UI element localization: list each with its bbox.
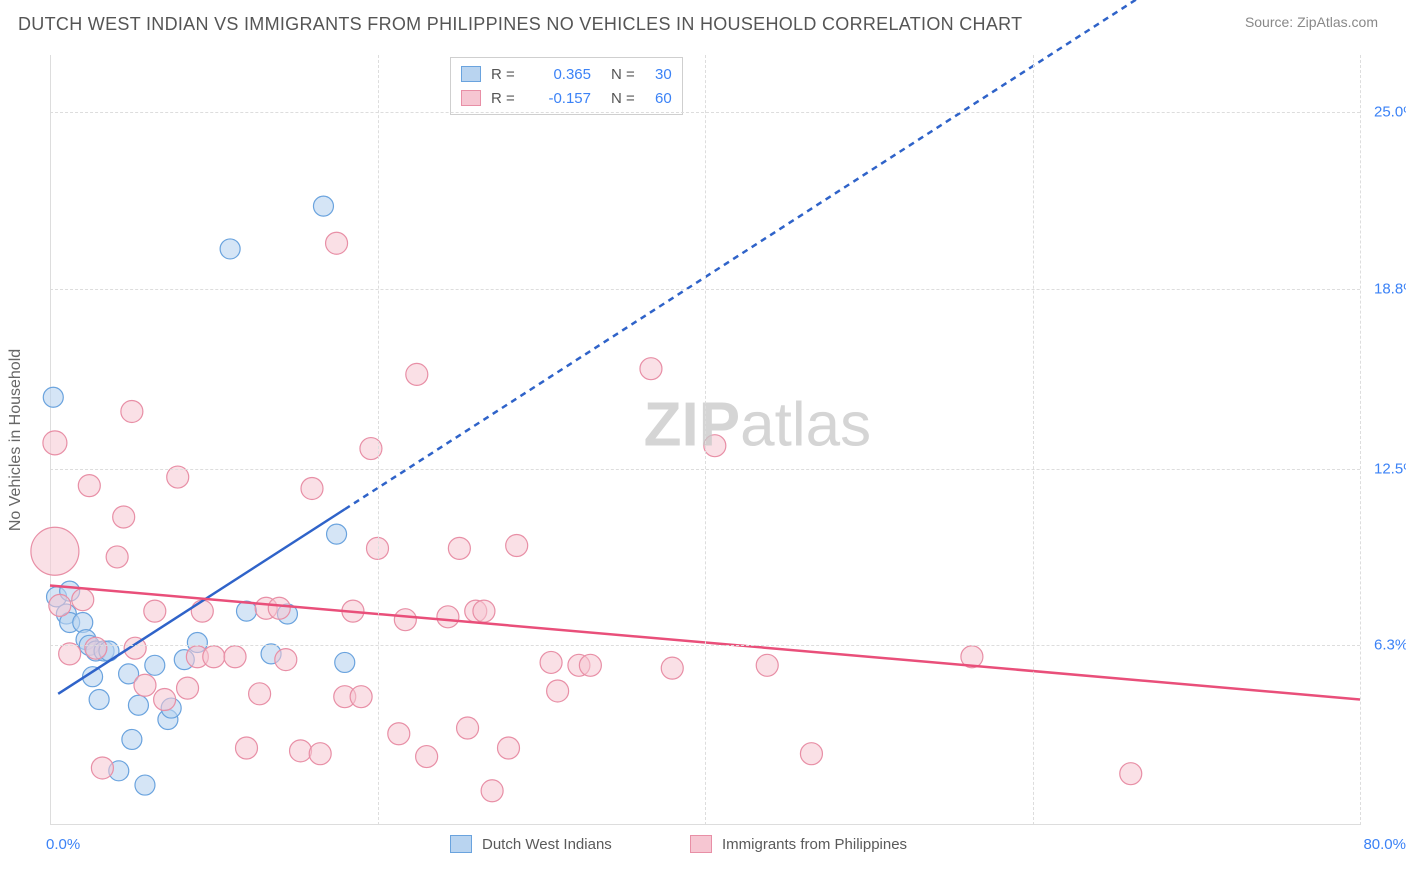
scatter-point: [309, 743, 331, 765]
y-tick-label: 25.0%: [1362, 104, 1406, 121]
legend-label: Dutch West Indians: [482, 836, 612, 853]
scatter-point: [31, 527, 79, 575]
scatter-point: [1120, 763, 1142, 785]
scatter-point: [756, 654, 778, 676]
scatter-point: [704, 435, 726, 457]
legend-swatch: [461, 90, 481, 106]
source-attribution: Source: ZipAtlas.com: [1245, 14, 1378, 30]
y-tick-label: 18.8%: [1362, 280, 1406, 297]
legend-r-label: R =: [491, 66, 521, 83]
scatter-point: [78, 475, 100, 497]
scatter-point: [350, 686, 372, 708]
correlation-legend: R = 0.365 N = 30 R = -0.157 N = 60: [450, 57, 683, 115]
scatter-point: [135, 775, 155, 795]
legend-label: Immigrants from Philippines: [722, 836, 907, 853]
gridline-v: [705, 55, 706, 825]
scatter-point: [249, 683, 271, 705]
scatter-point: [49, 594, 71, 616]
scatter-point: [113, 506, 135, 528]
scatter-point: [72, 589, 94, 611]
legend-row: R = -0.157 N = 60: [461, 86, 672, 110]
legend-r-value: 0.365: [531, 66, 591, 83]
scatter-point: [326, 232, 348, 254]
scatter-point: [506, 535, 528, 557]
scatter-point: [122, 729, 142, 749]
scatter-point: [437, 606, 459, 628]
scatter-point: [327, 524, 347, 544]
legend-swatch: [690, 835, 712, 853]
scatter-point: [275, 649, 297, 671]
series-legend-philippines: Immigrants from Philippines: [690, 835, 907, 853]
scatter-point: [128, 695, 148, 715]
scatter-point: [388, 723, 410, 745]
legend-r-value: -0.157: [531, 90, 591, 107]
scatter-point: [43, 387, 63, 407]
y-tick-label: 6.3%: [1362, 637, 1406, 654]
scatter-point: [203, 646, 225, 668]
x-axis-min: 0.0%: [46, 836, 80, 853]
plot-region: ZIPatlas R =0.365N =30R =-0.157N =60 6.3…: [50, 55, 1360, 825]
scatter-point: [360, 438, 382, 460]
scatter-point: [191, 600, 213, 622]
y-tick-label: 12.5%: [1362, 460, 1406, 477]
legend-n-label: N =: [611, 90, 645, 107]
x-axis-max: 80.0%: [1363, 836, 1406, 853]
legend-n-value: 60: [655, 90, 672, 107]
scatter-point: [457, 717, 479, 739]
scatter-point: [448, 537, 470, 559]
scatter-point: [661, 657, 683, 679]
scatter-point: [498, 737, 520, 759]
scatter-point: [579, 654, 601, 676]
legend-row: R = 0.365 N = 30: [461, 62, 672, 86]
scatter-point: [89, 690, 109, 710]
scatter-point: [394, 609, 416, 631]
scatter-point: [473, 600, 495, 622]
scatter-point: [224, 646, 246, 668]
scatter-point: [547, 680, 569, 702]
scatter-point: [481, 780, 503, 802]
gridline-v: [378, 55, 379, 825]
scatter-point: [313, 196, 333, 216]
scatter-point: [73, 613, 93, 633]
scatter-point: [145, 655, 165, 675]
gridline-v: [1360, 55, 1361, 825]
scatter-point: [800, 743, 822, 765]
legend-n-label: N =: [611, 66, 645, 83]
scatter-point: [290, 740, 312, 762]
scatter-point: [91, 757, 113, 779]
chart-area: No Vehicles in Household ZIPatlas R =0.3…: [50, 55, 1360, 825]
scatter-point: [335, 652, 355, 672]
scatter-point: [640, 358, 662, 380]
scatter-point: [106, 546, 128, 568]
scatter-point: [121, 400, 143, 422]
scatter-point: [85, 637, 107, 659]
scatter-point: [220, 239, 240, 259]
y-axis-label: No Vehicles in Household: [7, 349, 25, 531]
scatter-point: [134, 674, 156, 696]
scatter-point: [540, 651, 562, 673]
legend-swatch: [450, 835, 472, 853]
scatter-point: [406, 363, 428, 385]
legend-r-label: R =: [491, 90, 521, 107]
scatter-point: [144, 600, 166, 622]
scatter-point: [268, 597, 290, 619]
scatter-point: [43, 431, 67, 455]
scatter-point: [154, 689, 176, 711]
scatter-point: [177, 677, 199, 699]
legend-n-value: 30: [655, 66, 672, 83]
legend-swatch: [461, 66, 481, 82]
scatter-point: [416, 746, 438, 768]
gridline-v: [1033, 55, 1034, 825]
chart-title: DUTCH WEST INDIAN VS IMMIGRANTS FROM PHI…: [18, 14, 1022, 35]
scatter-point: [301, 477, 323, 499]
series-legend-dutch: Dutch West Indians: [450, 835, 612, 853]
scatter-point: [236, 737, 258, 759]
